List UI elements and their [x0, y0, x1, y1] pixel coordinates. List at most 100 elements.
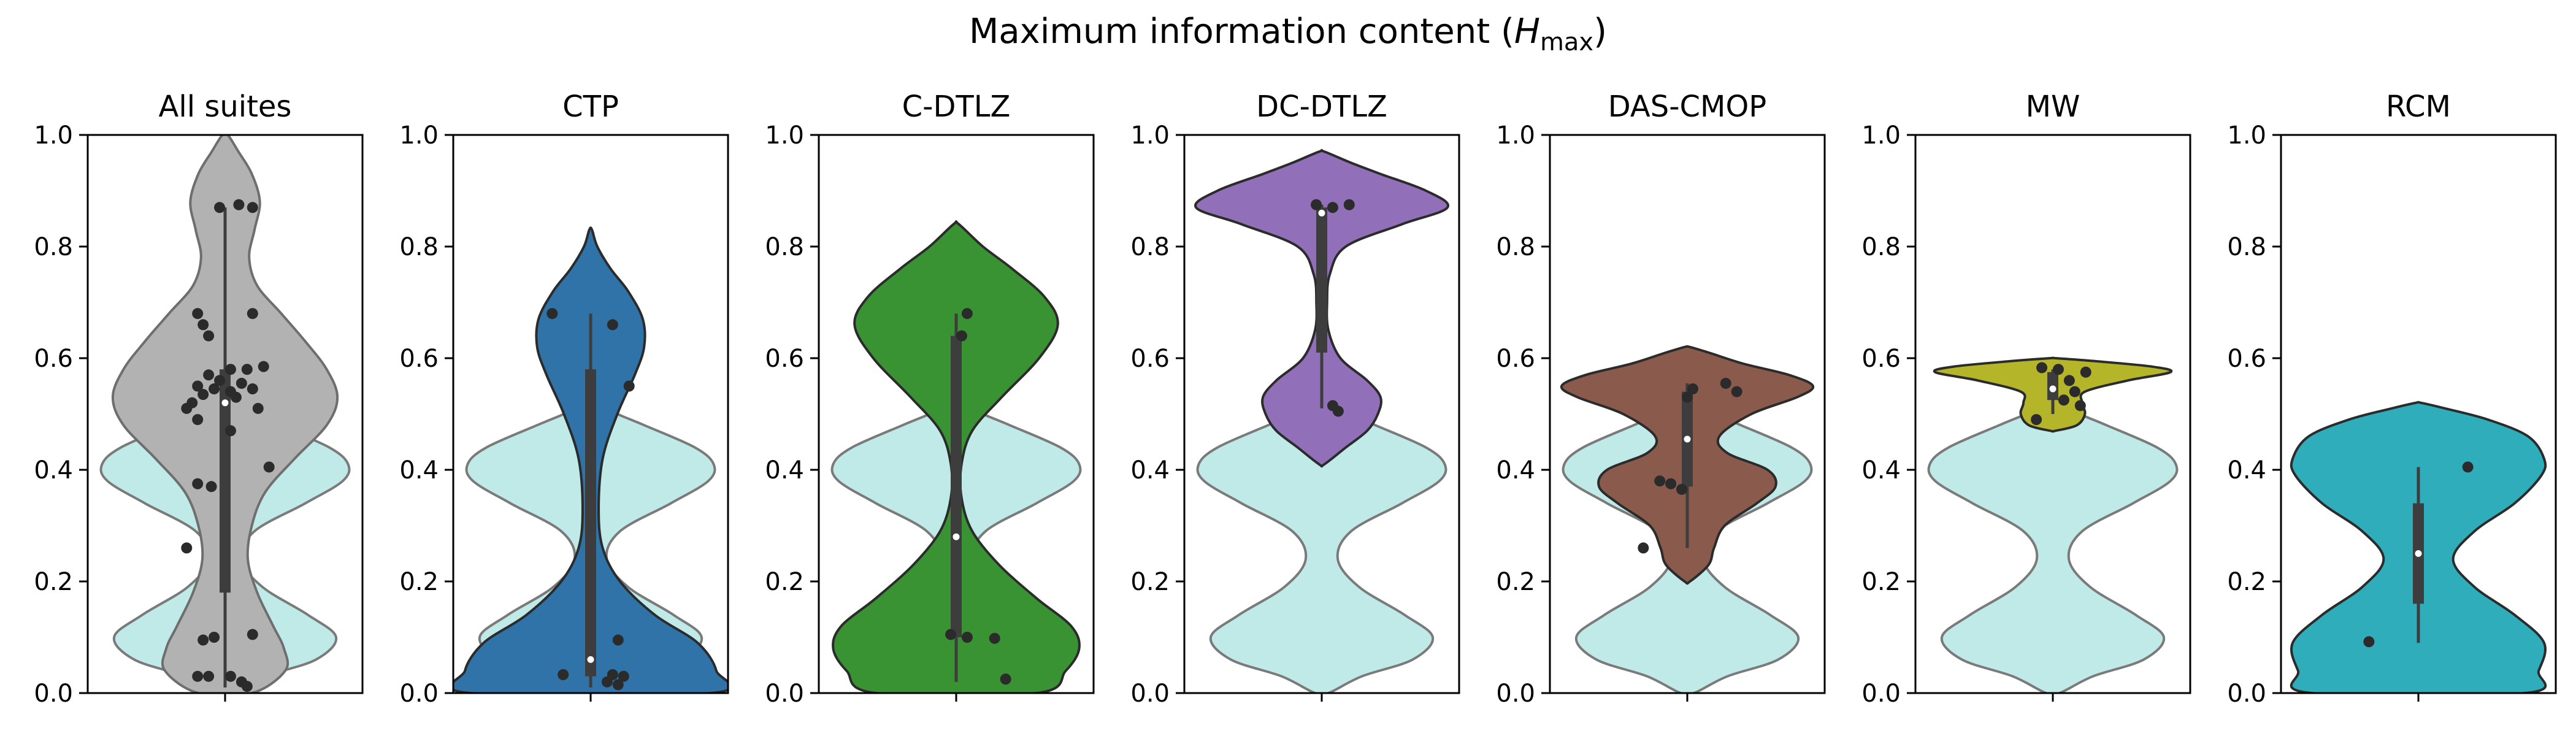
data-point [1327, 202, 1338, 213]
data-point [612, 679, 624, 691]
y-tick-label: 0.4 [399, 456, 439, 485]
box-iqr [1316, 207, 1327, 353]
data-point [2031, 414, 2042, 426]
y-tick-label: 0.4 [1130, 456, 1170, 485]
figure-title-prefix: Maximum information content ( [969, 12, 1514, 52]
data-point [247, 383, 258, 395]
data-point [192, 670, 204, 682]
panel-plot-area [1560, 345, 1815, 693]
data-point [241, 681, 253, 692]
data-point [1676, 483, 1688, 495]
y-tick-label: 1.0 [1861, 121, 1901, 150]
data-point [2058, 394, 2069, 406]
data-point [1720, 377, 1731, 389]
y-tick-label: 0.6 [34, 345, 73, 373]
box-iqr [220, 369, 231, 593]
y-tick-label: 1.0 [1496, 121, 1535, 150]
figure-title-subscript: max [1540, 28, 1593, 56]
y-tick-label: 0.2 [1496, 568, 1535, 596]
y-tick-label: 0.0 [34, 680, 73, 708]
box-median [2415, 550, 2422, 557]
data-point [192, 414, 204, 426]
data-point [214, 375, 226, 386]
data-point [2080, 366, 2091, 378]
y-tick-label: 0.6 [399, 345, 439, 373]
figure-title-symbol: H [1514, 12, 1540, 52]
y-tick-label: 0.4 [2227, 456, 2266, 485]
box-median [953, 533, 960, 540]
data-point [612, 634, 624, 646]
data-point [203, 670, 215, 682]
y-tick-label: 0.0 [1861, 680, 1901, 708]
data-point [1311, 199, 1322, 210]
y-tick-label: 0.0 [765, 680, 804, 708]
y-tick-label: 0.8 [1130, 233, 1170, 261]
panel-title: C-DTLZ [902, 90, 1011, 124]
data-point [1000, 673, 1011, 685]
panel-plot-area [99, 135, 351, 693]
data-point [607, 319, 618, 331]
y-tick-label: 0.6 [2227, 345, 2266, 373]
panel-title: CTP [562, 90, 619, 124]
data-point [1332, 405, 1344, 417]
data-point [209, 632, 220, 643]
figure-title: Maximum information content (Hmax) [969, 12, 1607, 56]
data-point [205, 481, 217, 493]
y-tick-label: 0.8 [1496, 233, 1535, 261]
data-point [233, 199, 245, 210]
y-tick-label: 0.4 [1496, 456, 1535, 485]
y-tick-label: 0.4 [765, 456, 804, 485]
panel-plot-area [1194, 149, 1450, 693]
data-point [224, 425, 236, 437]
data-point [2052, 364, 2064, 375]
box-median [2049, 385, 2057, 393]
panel-plot-area [830, 220, 1082, 693]
panel-ctp: CTP 0.0 0.2 0.4 0.6 0.8 1.0 [399, 90, 729, 708]
y-tick-label: 0.0 [1496, 680, 1535, 708]
chart-panels: All suites 0.0 0.2 0.4 0.6 0.8 1.0 CTP 0.0 0.2 0.4… [34, 90, 2557, 708]
panel-title: DC-DTLZ [1256, 90, 1387, 124]
panel-plot-area [453, 226, 728, 693]
data-point [945, 629, 957, 640]
data-point [247, 202, 258, 213]
data-point [197, 389, 209, 401]
data-point [192, 308, 204, 320]
panel-title: MW [2026, 90, 2080, 124]
data-point [181, 402, 193, 414]
box-median [587, 656, 594, 663]
data-point [181, 542, 193, 554]
y-tick-label: 0.2 [1861, 568, 1901, 596]
data-point [247, 629, 258, 640]
data-point [2363, 636, 2375, 648]
y-tick-label: 0.8 [34, 233, 73, 261]
box-median [1318, 209, 1325, 217]
box-median [1684, 435, 1691, 443]
y-tick-label: 0.6 [1130, 345, 1170, 373]
panel-title: RCM [2386, 90, 2451, 124]
panel-das-cmop: DAS-CMOP 0.0 0.2 0.4 0.6 0.8 1.0 [1496, 90, 1826, 708]
y-tick-label: 0.0 [399, 680, 439, 708]
panel-dc-dtlz: DC-DTLZ 0.0 0.2 0.4 0.6 0.8 1.0 [1130, 90, 1460, 708]
y-tick-label: 0.6 [1496, 345, 1535, 373]
panel-title: All suites [159, 90, 292, 124]
y-tick-label: 0.2 [2227, 568, 2266, 596]
data-point [961, 308, 973, 320]
y-tick-label: 0.2 [399, 568, 439, 596]
data-point [989, 632, 1000, 644]
data-point [2462, 461, 2474, 473]
y-tick-label: 0.2 [765, 568, 804, 596]
data-point [1687, 383, 1698, 395]
data-point [236, 377, 247, 389]
data-point [2063, 375, 2075, 386]
data-point [224, 364, 236, 375]
data-point [601, 676, 613, 688]
data-point [1638, 542, 1649, 554]
y-tick-label: 1.0 [765, 121, 804, 150]
box-median [221, 399, 229, 407]
data-point [192, 380, 204, 392]
data-point [247, 308, 258, 320]
panel-title: DAS-CMOP [1608, 90, 1766, 124]
y-tick-label: 1.0 [399, 121, 439, 150]
y-tick-label: 0.0 [2227, 680, 2266, 708]
data-point [241, 364, 253, 375]
